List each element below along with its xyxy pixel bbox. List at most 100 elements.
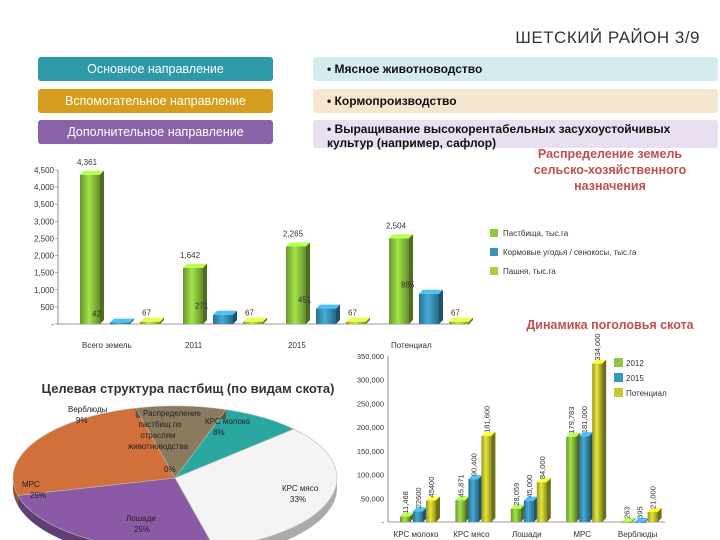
livestock-data-label: 395	[636, 506, 645, 519]
livestock-data-label: 45,871	[456, 474, 465, 497]
livestock-data-label: 181,600	[482, 406, 491, 433]
pie-slice-value: 25%	[134, 525, 150, 534]
livestock-y-tick-label: 50,000	[361, 494, 384, 503]
livestock-x-tick-label: КРС мясо	[453, 530, 490, 539]
livestock-bar	[579, 432, 594, 522]
land-y-tick-label: 2,500	[34, 234, 55, 243]
land-bar	[213, 310, 237, 324]
pie-slice	[174, 428, 338, 540]
livestock-bar	[481, 431, 496, 522]
page-title: ШЕТСКИЙ РАЙОН 3/9	[515, 28, 700, 47]
land-y-tick-label: 4,000	[34, 183, 55, 192]
livestock-legend-swatch	[614, 358, 623, 367]
land-y-tick-label: 3,000	[34, 217, 55, 226]
pie-slice-label: КРС молоко	[205, 417, 250, 426]
pie-slice-label: Верблюды	[68, 405, 108, 414]
direction-label: Дополнительное направление	[38, 120, 273, 144]
direction-value: • Выращивание высокорентабельных засухоу…	[313, 120, 718, 150]
livestock-y-tick-label: 150,000	[357, 447, 384, 456]
land-bar	[316, 304, 340, 324]
livestock-legend-label: 2015	[626, 374, 644, 383]
livestock-bar	[426, 496, 440, 522]
land-data-label: 1,642	[180, 251, 201, 260]
pie-slice-value: 25%	[30, 491, 46, 500]
land-legend-swatch	[490, 248, 498, 256]
land-y-tick-label: 2,000	[34, 252, 55, 261]
livestock-y-tick-label: 300,000	[357, 376, 384, 385]
livestock-bar	[592, 359, 607, 522]
livestock-data-label: 84,000	[538, 456, 547, 479]
livestock-data-label: 90,400	[469, 453, 478, 476]
direction-value: • Кормопроизводство	[313, 89, 718, 113]
direction-value: • Мясное животноводство	[313, 57, 718, 81]
livestock-bar	[536, 478, 551, 522]
livestock-x-tick-label: Верблюды	[618, 530, 658, 539]
livestock-y-tick-label: 250,000	[357, 399, 384, 408]
livestock-legend-swatch	[614, 388, 623, 397]
direction-label: Вспомогательное направление	[38, 89, 273, 113]
livestock-legend-label: 2012	[626, 359, 644, 368]
land-y-tick-label: 1,000	[34, 286, 55, 295]
livestock-chart-title: Динамика поголовья скота	[526, 318, 694, 332]
land-bar	[243, 317, 267, 324]
direction-label: Основное направление	[38, 57, 273, 81]
land-chart-title: Распределение земель сельско-хозяйственн…	[533, 147, 687, 193]
livestock-data-label: 334,000	[593, 333, 602, 360]
livestock-legend-swatch	[614, 373, 623, 382]
land-data-label: 885	[401, 281, 415, 290]
land-legend-swatch	[490, 229, 498, 237]
livestock-bar	[566, 432, 581, 522]
land-x-tick-label: Всего земель	[82, 341, 132, 350]
pie-chart-title: Целевая структура пастбищ (по видам скот…	[41, 381, 335, 396]
livestock-bar	[510, 504, 525, 522]
livestock-y-tick-label: 100,000	[357, 471, 384, 480]
livestock-y-tick-label: 200,000	[357, 423, 384, 432]
pie-slice-value: 8%	[213, 428, 225, 437]
pie-slice	[135, 405, 227, 479]
livestock-data-label: 28,059	[512, 483, 521, 506]
livestock-data-label: 181,000	[580, 406, 589, 433]
pie-slice-side	[226, 409, 294, 440]
pie-slice-side	[135, 406, 227, 420]
land-data-label: 67	[245, 309, 254, 318]
livestock-data-label: 21,000	[649, 486, 658, 509]
land-legend-label: Пашня, тыс.га	[503, 267, 556, 276]
livestock-data-label: 263	[623, 506, 632, 519]
pie-slice-value: 9%	[76, 416, 88, 425]
land-bar	[183, 263, 207, 324]
land-bar	[140, 317, 164, 324]
land-data-label: 451	[298, 296, 312, 305]
pie-center-text: Распределение пастбищ по отраслям животново…	[128, 409, 202, 451]
livestock-data-label: 179,783	[567, 407, 576, 434]
land-data-label: 4,361	[77, 158, 98, 167]
land-bar	[80, 170, 104, 324]
livestock-data-label: 45,000	[525, 475, 534, 498]
land-y-tick-label: 3,500	[34, 200, 55, 209]
pie-slice	[174, 409, 295, 479]
livestock-x-tick-label: КРС молоко	[394, 530, 439, 539]
livestock-bar	[413, 507, 427, 522]
pie-slice-label: Лошади	[126, 514, 156, 523]
pie-slice	[17, 477, 211, 540]
land-x-tick-label: Потенциал	[391, 341, 432, 350]
land-x-tick-label: 2015	[288, 341, 306, 350]
land-x-tick-label: 2011	[185, 341, 203, 350]
land-y-tick-label: 1,500	[34, 269, 55, 278]
pie-slice-label: КРС мясо	[282, 484, 319, 493]
land-bar	[110, 318, 134, 324]
land-y-tick-label: 4,500	[34, 166, 55, 175]
pie-slice-side	[13, 408, 136, 506]
pie-slice-value: 0%	[164, 465, 176, 474]
pie-slice-side	[257, 429, 337, 540]
land-data-label: 67	[348, 309, 357, 318]
livestock-x-tick-label: Лошади	[512, 530, 542, 539]
land-data-label: 2,265	[283, 229, 304, 238]
livestock-y-tick-label: -	[382, 518, 385, 527]
land-data-label: 67	[451, 309, 460, 318]
land-data-label: 42	[92, 310, 101, 319]
livestock-y-tick-label: 350,000	[357, 352, 384, 361]
land-y-tick-label: 500	[41, 303, 55, 312]
livestock-bar	[400, 512, 414, 522]
livestock-bar	[468, 475, 483, 522]
livestock-x-tick-label: МРС	[573, 530, 591, 539]
